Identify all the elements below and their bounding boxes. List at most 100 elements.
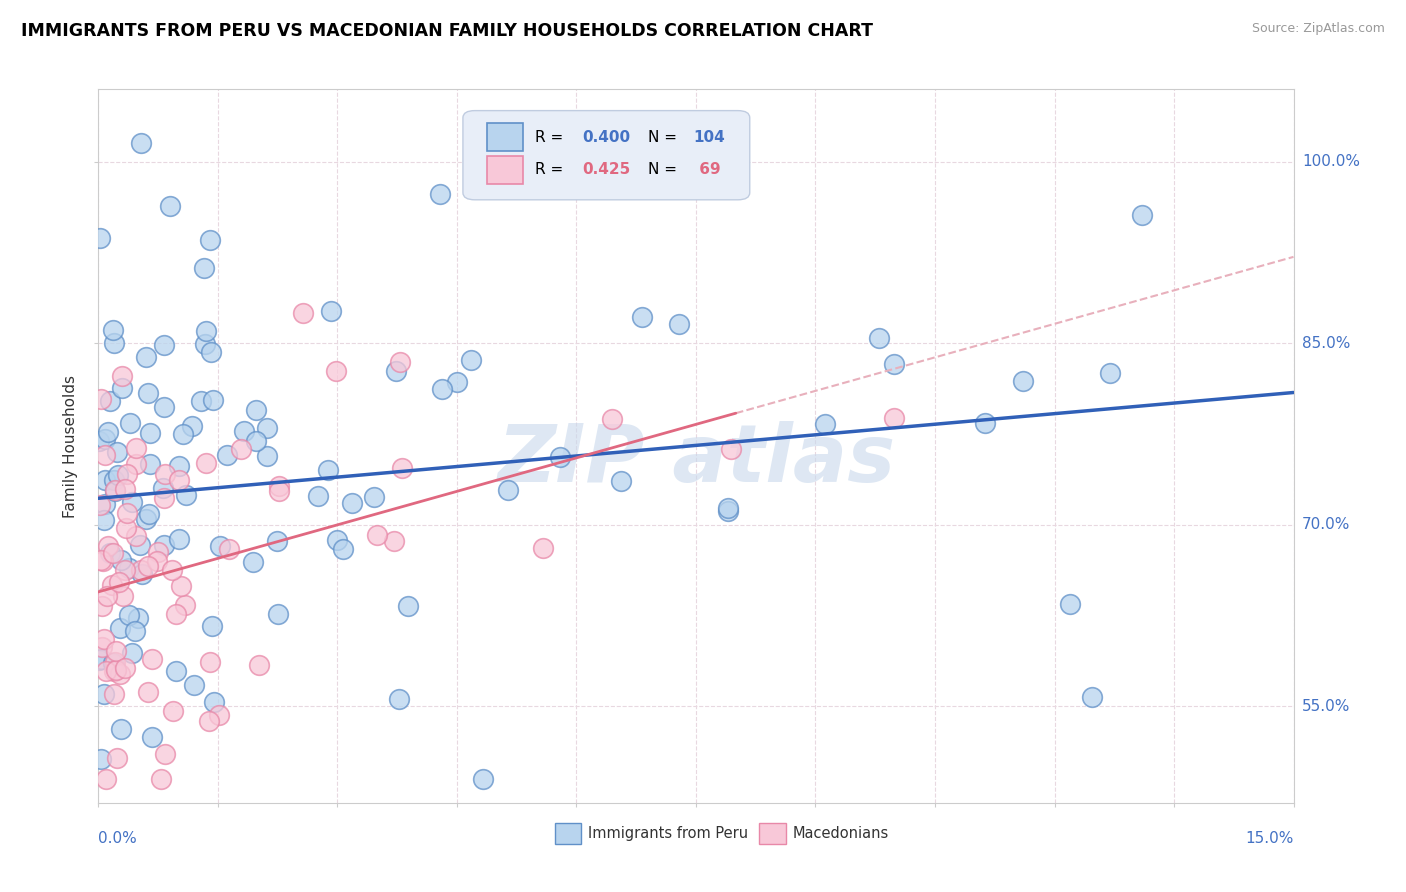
Point — [148, 544, 170, 558]
Text: 0.400: 0.400 — [582, 129, 630, 145]
Point — [242, 555, 264, 569]
Point — [94, 448, 117, 462]
Point — [93, 687, 115, 701]
Point — [868, 331, 890, 345]
Point — [96, 664, 118, 678]
Point — [229, 442, 252, 457]
Point — [1011, 374, 1033, 388]
Point — [91, 554, 114, 568]
Point — [814, 417, 837, 432]
Point — [630, 310, 652, 324]
Point — [139, 425, 162, 440]
Point — [319, 304, 342, 318]
FancyBboxPatch shape — [486, 155, 523, 184]
Point — [316, 463, 339, 477]
Point — [117, 561, 139, 575]
Point — [267, 479, 290, 493]
Text: ZIP atlas: ZIP atlas — [496, 421, 896, 500]
Point — [90, 752, 112, 766]
Point — [1098, 366, 1121, 380]
Point — [87, 434, 110, 448]
Point — [430, 382, 453, 396]
Point — [93, 513, 115, 527]
Point — [155, 747, 177, 762]
Point — [107, 468, 129, 483]
Text: Immigrants from Peru: Immigrants from Peru — [589, 826, 748, 841]
Text: 69: 69 — [693, 162, 720, 178]
Point — [198, 233, 221, 247]
FancyBboxPatch shape — [486, 123, 523, 152]
Point — [135, 350, 157, 364]
Point — [104, 655, 127, 669]
Text: 85.0%: 85.0% — [1302, 335, 1350, 351]
Point — [267, 607, 290, 621]
Point — [291, 306, 314, 320]
Point — [115, 467, 138, 481]
Point — [149, 772, 172, 786]
Point — [202, 392, 225, 407]
Point — [174, 598, 197, 612]
Point — [391, 460, 413, 475]
FancyBboxPatch shape — [759, 822, 786, 844]
Text: 100.0%: 100.0% — [1302, 154, 1360, 169]
Point — [160, 563, 183, 577]
Text: Source: ZipAtlas.com: Source: ZipAtlas.com — [1251, 22, 1385, 36]
Point — [103, 665, 125, 679]
Point — [153, 467, 176, 481]
Point — [136, 685, 159, 699]
Point — [111, 589, 134, 603]
Point — [136, 385, 159, 400]
Point — [496, 483, 519, 497]
Y-axis label: Family Households: Family Households — [63, 375, 79, 517]
Point — [89, 231, 111, 245]
Point — [90, 640, 112, 654]
Point — [114, 562, 136, 576]
Point — [193, 260, 215, 275]
Point — [114, 661, 136, 675]
Point — [183, 678, 205, 692]
Point — [90, 652, 112, 666]
Point — [181, 418, 204, 433]
Point — [108, 575, 131, 590]
Point — [124, 624, 146, 639]
Text: IMMIGRANTS FROM PERU VS MACEDONIAN FAMILY HOUSEHOLDS CORRELATION CHART: IMMIGRANTS FROM PERU VS MACEDONIAN FAMIL… — [21, 22, 873, 40]
Point — [1130, 208, 1153, 222]
Point — [129, 563, 152, 577]
Point — [103, 335, 125, 350]
Point — [89, 498, 111, 512]
Point — [125, 457, 148, 471]
Point — [97, 425, 120, 439]
Point — [104, 483, 127, 498]
Text: 104: 104 — [693, 129, 725, 145]
Point — [105, 663, 128, 677]
Point — [110, 382, 132, 396]
Point — [96, 589, 118, 603]
Point — [472, 772, 495, 786]
Point — [269, 484, 291, 499]
Point — [105, 445, 128, 459]
Text: 0.0%: 0.0% — [98, 830, 138, 846]
Point — [152, 400, 174, 414]
Point — [125, 441, 148, 455]
Point — [87, 653, 110, 667]
Point — [1081, 690, 1104, 705]
Point — [610, 474, 633, 488]
Point — [115, 506, 138, 520]
Point — [153, 491, 176, 505]
Point — [215, 448, 238, 462]
Point — [167, 532, 190, 546]
Point — [129, 136, 152, 150]
Point — [103, 687, 125, 701]
FancyBboxPatch shape — [463, 111, 749, 200]
Point — [90, 599, 112, 613]
Point — [94, 772, 117, 786]
Point — [141, 651, 163, 665]
Point — [121, 647, 143, 661]
Point — [307, 490, 329, 504]
Point — [208, 539, 231, 553]
Point — [111, 368, 134, 383]
Point — [98, 393, 121, 408]
Point — [105, 751, 128, 765]
Point — [135, 512, 157, 526]
Point — [332, 541, 354, 556]
